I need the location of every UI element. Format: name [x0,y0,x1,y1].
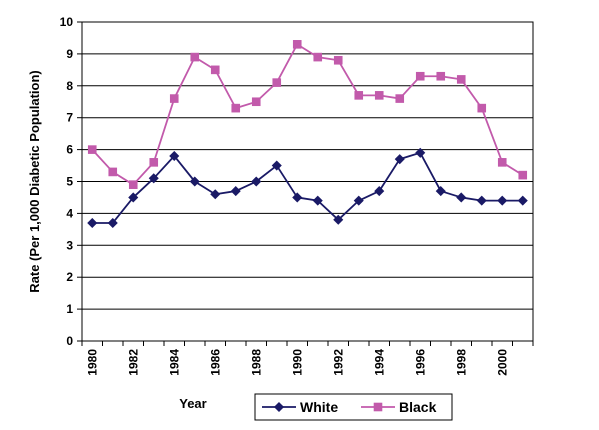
data-point-black [415,71,425,81]
legend-marker-black [373,402,383,412]
x-tick-label: 1994 [372,349,386,376]
data-point-black [436,71,446,81]
data-point-black [231,103,241,113]
data-point-black [456,75,466,84]
y-tick-label: 6 [66,143,73,157]
data-point-white [394,154,405,165]
data-point-white [353,195,364,206]
x-tick-label: 1998 [454,349,468,376]
data-point-white [87,217,98,228]
y-tick-label: 1 [66,302,73,316]
y-tick-label: 5 [66,175,73,189]
x-tick-label: 1982 [126,349,140,376]
data-point-black [210,65,220,75]
data-point-black [497,158,507,167]
legend: White Black [254,393,453,421]
series-line-white [92,151,523,224]
data-point-white [374,186,385,197]
y-tick-label: 10 [60,15,74,29]
data-point-black [292,40,302,49]
data-point-white [435,186,446,197]
data-point-black [477,103,487,113]
data-point-white [251,176,262,187]
y-tick-label: 9 [66,47,73,61]
x-axis-title: Year [179,396,206,411]
data-point-black [354,91,364,100]
x-tick-label: 1996 [413,349,427,376]
y-tick-label: 3 [66,238,73,252]
tick-labels: 0 1 2 3 4 5 6 7 8 9 10 1980 1982 1984 1986 1988 1990 1992… [60,15,510,376]
x-tick-label: 2000 [495,349,509,376]
x-tick-label: 1980 [85,349,99,376]
series-line-black [91,43,524,186]
data-point-white [312,195,323,206]
data-point-black [128,180,138,189]
data-point-white [333,214,344,225]
legend-label-black: Black [399,399,437,415]
data-point-black [190,52,200,62]
data-point-black [374,91,384,100]
data-point-black [108,167,118,177]
y-tick-label: 2 [66,270,73,284]
y-tick-label: 4 [66,206,73,220]
x-tick-label: 1984 [167,349,181,376]
data-point-white [189,176,200,187]
data-point-white [230,186,241,197]
data-point-black [395,94,405,103]
data-point-white [148,173,159,184]
data-point-white [210,189,221,200]
data-point-black [313,52,323,62]
data-point-black [149,158,159,167]
legend-items: White Black [262,399,437,415]
data-point-white [415,147,426,158]
data-point-white [476,195,487,206]
legend-item-black: Black [361,399,437,415]
y-tick-label: 7 [66,111,73,125]
data-point-white [456,192,467,203]
legend-label-white: White [300,399,338,415]
x-tick-label: 1992 [331,349,345,376]
series-black [87,40,528,189]
y-tick-label: 8 [66,79,73,93]
series-layer [87,40,528,228]
data-point-black [272,78,282,87]
legend-marker-white [273,401,285,413]
data-point-black [169,94,179,103]
y-tick-label: 0 [66,334,73,348]
data-point-white [169,150,180,162]
data-point-white [107,217,118,228]
legend-item-white: White [262,399,338,415]
data-point-white [128,192,139,203]
data-point-black [333,55,343,65]
data-point-black [251,97,261,107]
data-point-black [87,145,97,154]
x-tick-label: 1986 [208,349,222,376]
y-axis-title: Rate (Per 1,000 Diabetic Population) [27,70,42,293]
data-point-white [517,195,528,206]
data-point-white [497,195,508,206]
data-point-white [292,192,303,203]
data-point-black [518,170,528,180]
series-white [87,147,528,228]
x-tick-label: 1988 [249,349,263,376]
data-point-white [271,160,282,171]
x-tick-label: 1990 [290,349,304,376]
axes [77,21,534,346]
